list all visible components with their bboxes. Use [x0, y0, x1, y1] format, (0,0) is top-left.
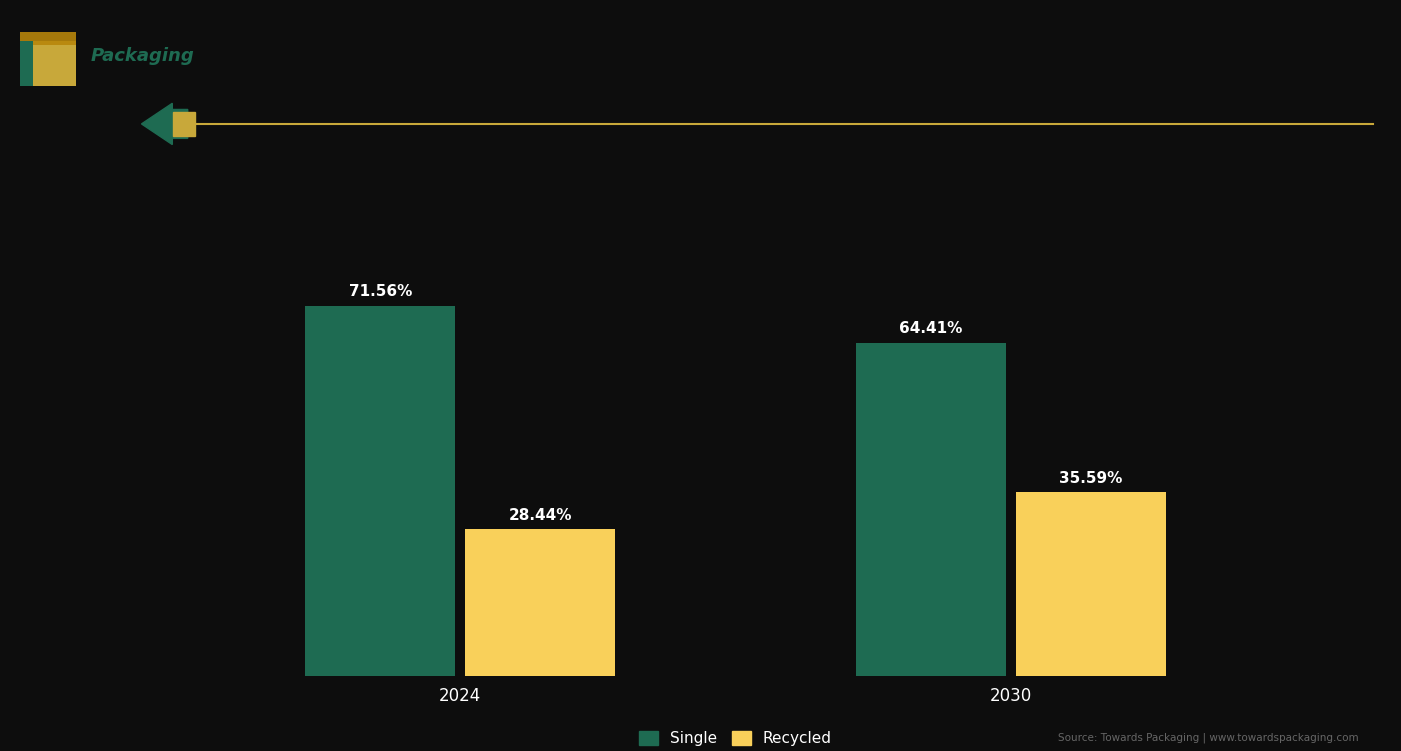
- Bar: [465, 529, 615, 676]
- Legend: Single, Recycled: Single, Recycled: [633, 725, 838, 751]
- Text: 71.56%: 71.56%: [349, 285, 412, 300]
- Text: Source: Towards Packaging | www.towardspackaging.com: Source: Towards Packaging | www.towardsp…: [1058, 733, 1359, 743]
- FancyBboxPatch shape: [20, 32, 76, 45]
- Text: Packaging: Packaging: [91, 47, 195, 65]
- Bar: [856, 342, 1006, 676]
- Bar: [1016, 492, 1166, 676]
- Text: 28.44%: 28.44%: [509, 508, 572, 523]
- Text: 64.41%: 64.41%: [899, 321, 962, 336]
- FancyBboxPatch shape: [20, 41, 34, 86]
- Text: 35.59%: 35.59%: [1059, 471, 1122, 486]
- FancyBboxPatch shape: [20, 41, 76, 86]
- FancyArrow shape: [142, 103, 188, 145]
- Bar: [305, 306, 455, 676]
